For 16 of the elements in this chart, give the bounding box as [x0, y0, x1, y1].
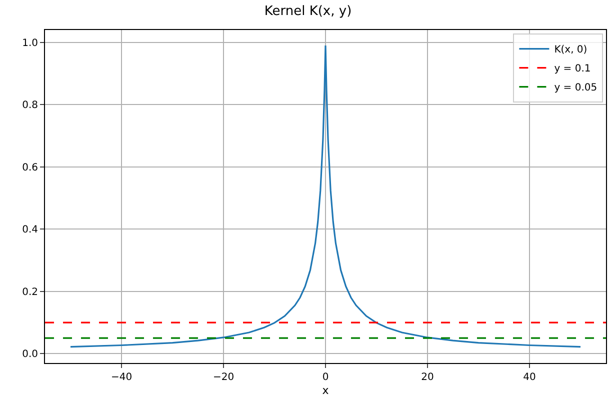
- y-tick-label: 0.4: [22, 224, 38, 236]
- y-tick-label: 0.0: [22, 349, 38, 360]
- x-tick-label: 20: [421, 372, 434, 383]
- x-tick-label: 40: [523, 372, 536, 383]
- y-tick-label: 1.0: [22, 38, 38, 49]
- y-tick-label: 0.6: [22, 162, 38, 174]
- chart-title: Kernel K(x, y): [264, 4, 352, 20]
- legend-label: y = 0.1: [554, 64, 591, 75]
- y-tick-label: 0.8: [22, 100, 38, 112]
- y-tick-label: 0.2: [22, 286, 38, 298]
- legend-label: K(x, 0): [554, 44, 588, 56]
- legend-label: y = 0.05: [554, 82, 598, 94]
- x-axis-title: x: [322, 384, 330, 398]
- x-tick-label: −40: [110, 372, 132, 383]
- x-tick-label: 0: [322, 372, 329, 383]
- x-tick-label: −20: [212, 372, 234, 383]
